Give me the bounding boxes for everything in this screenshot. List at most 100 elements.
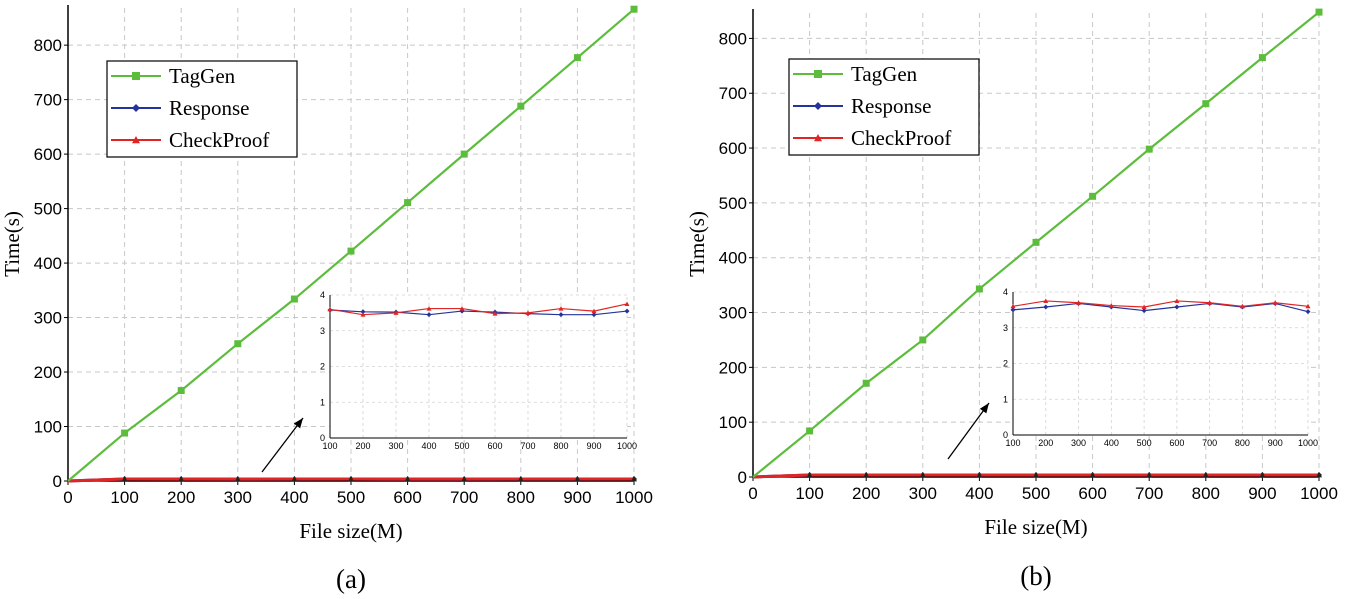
inset-series-line: [1012, 302, 1309, 313]
data-point: [1145, 145, 1153, 153]
inset-y-tick-label: 0: [1003, 430, 1008, 440]
y-tick-label: 100: [34, 418, 62, 437]
inset-y-tick-label: 4: [320, 290, 325, 300]
x-tick-label: 100: [110, 488, 138, 507]
data-point: [806, 427, 814, 435]
legend-marker: [814, 70, 822, 78]
inset-x-tick-label: 500: [454, 441, 469, 451]
y-tick-label: 0: [53, 472, 62, 491]
legend-label-response: Response: [169, 96, 250, 120]
x-tick-label: 400: [280, 488, 308, 507]
inset-data-point: [1305, 309, 1311, 315]
y-axis-label: Time(s): [685, 211, 709, 277]
inset-data-point: [1108, 303, 1114, 308]
inset-data-point: [426, 306, 432, 311]
x-tick-label: 100: [795, 484, 823, 503]
x-tick-label: 200: [852, 484, 880, 503]
inset-series-line: [1012, 300, 1309, 308]
y-tick-label: 700: [34, 91, 62, 110]
inset-x-tick-label: 300: [1071, 438, 1086, 448]
y-tick-label: 500: [34, 200, 62, 219]
data-point: [1089, 471, 1096, 478]
inset-x-tick-label: 100: [1005, 438, 1020, 448]
inset-y-tick-label: 1: [320, 397, 325, 407]
data-point: [1032, 238, 1040, 246]
inset-data-point: [558, 312, 564, 318]
data-point: [1315, 8, 1323, 16]
x-tick-label: 500: [337, 488, 365, 507]
legend-label-taggen: TagGen: [851, 62, 918, 86]
inset-data-point: [1174, 304, 1180, 310]
x-tick-label: 700: [1135, 484, 1163, 503]
inset-x-tick-label: 100: [322, 441, 337, 451]
legend-marker: [814, 102, 822, 110]
inset-data-point: [1174, 298, 1180, 303]
inset-y-tick-label: 1: [1003, 394, 1008, 404]
data-point: [121, 429, 129, 437]
x-tick-label: 1000: [1300, 484, 1338, 503]
inset-arrow: [947, 402, 990, 460]
panel-label: (a): [336, 564, 366, 594]
x-axis-label: File size(M): [984, 515, 1087, 539]
data-point: [630, 5, 638, 13]
x-axis-label: File size(M): [299, 519, 402, 543]
data-point: [976, 472, 983, 478]
inset-y-tick-label: 3: [1003, 323, 1008, 333]
inset-x-tick-label: 800: [1235, 438, 1250, 448]
inset-data-point: [591, 308, 597, 314]
data-point: [1202, 472, 1209, 478]
arrow-shaft: [261, 417, 304, 473]
inset-series-line: [329, 303, 628, 316]
inset-x-tick-label: 300: [388, 441, 403, 451]
inset-data-point: [426, 312, 432, 318]
inset-x-tick-label: 700: [520, 441, 535, 451]
x-tick-label: 500: [1022, 484, 1050, 503]
legend-label-taggen: TagGen: [169, 64, 236, 88]
data-point: [290, 295, 298, 303]
inset-data-point: [591, 312, 597, 318]
data-point: [975, 285, 983, 293]
inset-x-tick-label: 900: [586, 441, 601, 451]
x-tick-label: 200: [167, 488, 195, 507]
y-tick-label: 200: [719, 358, 747, 377]
data-point: [862, 379, 870, 387]
legend: TagGen Response CheckProof: [788, 58, 980, 156]
y-tick-label: 800: [34, 36, 62, 55]
inset-data-point: [1272, 300, 1278, 305]
series-taggen: [752, 8, 1323, 478]
inset-data-point: [1141, 308, 1147, 314]
inset-x-tick-label: 200: [1038, 438, 1053, 448]
data-point: [1316, 472, 1322, 478]
x-tick-label: 700: [450, 488, 478, 507]
legend-marker: [814, 134, 822, 142]
data-point: [919, 471, 926, 478]
data-point: [1258, 54, 1266, 62]
data-point: [574, 476, 581, 482]
inset-data-point: [624, 308, 630, 314]
panel-label: (b): [1020, 561, 1051, 591]
x-tick-label: 800: [1192, 484, 1220, 503]
data-point: [631, 475, 637, 482]
data-point: [404, 476, 411, 482]
inset-data-point: [1239, 303, 1245, 309]
inset-data-point: [360, 312, 366, 317]
inset-data-point: [1141, 304, 1147, 310]
inset-x-tick-label: 400: [421, 441, 436, 451]
data-point: [178, 476, 185, 482]
data-point: [806, 472, 813, 478]
inset-x-tick-label: 500: [1137, 438, 1152, 448]
y-tick-label: 300: [719, 304, 747, 323]
arrow-head: [979, 403, 989, 414]
data-point: [1146, 471, 1153, 478]
y-tick-label: 600: [34, 145, 62, 164]
data-point: [348, 476, 354, 482]
inset-x-tick-label: 700: [1202, 438, 1217, 448]
inset-data-point: [459, 306, 465, 311]
inset-data-point: [492, 311, 498, 316]
inset-data-point: [1043, 304, 1049, 310]
inset-data-point: [525, 310, 531, 315]
arrow-shaft: [947, 402, 990, 460]
inset-data-point: [1076, 300, 1082, 305]
data-point: [1259, 471, 1266, 478]
